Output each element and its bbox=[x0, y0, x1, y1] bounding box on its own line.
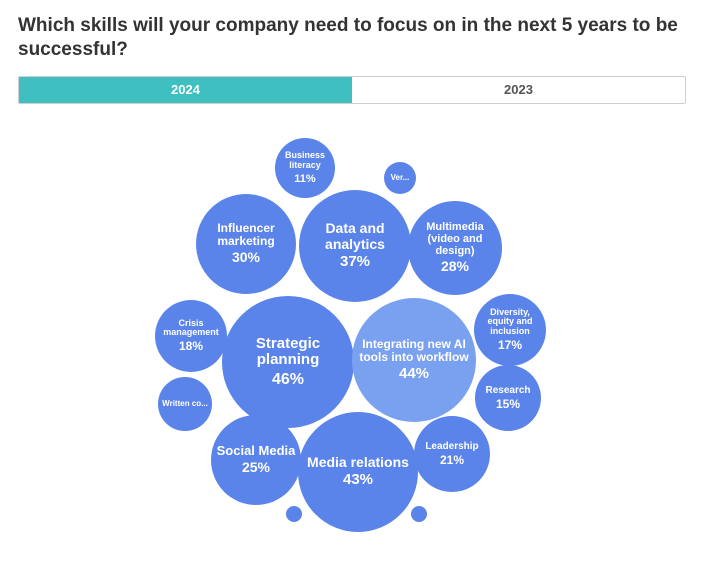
tab-2023[interactable]: 2023 bbox=[352, 77, 685, 103]
bubble-label: Business literacy bbox=[279, 151, 331, 171]
bubble-multimedia[interactable]: Multimedia (video and design) 28% bbox=[408, 201, 502, 295]
year-tabs: 2024 2023 bbox=[18, 76, 686, 104]
bubble-verbal[interactable]: Ver... bbox=[384, 162, 416, 194]
bubble-pct: 18% bbox=[179, 340, 203, 353]
bubble-dei[interactable]: Diversity, equity and inclusion17% bbox=[474, 294, 546, 366]
bubble-pct: 46% bbox=[272, 371, 304, 389]
bubble-label: Diversity, equity and inclusion bbox=[478, 308, 542, 338]
bubble-label: Strategic planning bbox=[226, 336, 350, 369]
bubble-chart: Strategic planning 46% Integrating new AI … bbox=[0, 122, 704, 566]
chart-title: Which skills will your company need to f… bbox=[18, 14, 686, 62]
bubble-influencer-marketing[interactable]: Influencer marketing 30% bbox=[196, 194, 296, 294]
bubble-media-relations[interactable]: Media relations 43% bbox=[298, 412, 418, 532]
bubble-label: Integrating new AI tools into workflow bbox=[356, 338, 472, 364]
bubble-pct: 25% bbox=[242, 460, 270, 475]
bubble-pct: 28% bbox=[441, 259, 469, 274]
bubble-label: Influencer marketing bbox=[200, 222, 292, 248]
bubble-research[interactable]: Research 15% bbox=[475, 365, 541, 431]
bubble-data-analytics[interactable]: Data and analytics 37% bbox=[299, 190, 411, 302]
bubble-label: Crisis management bbox=[159, 319, 223, 339]
bubble-social-media[interactable]: Social Media 25% bbox=[211, 415, 301, 505]
bubble-label: Leadership bbox=[425, 441, 478, 452]
bubble-dot2[interactable] bbox=[411, 506, 427, 522]
bubble-label: Media relations bbox=[307, 455, 409, 470]
bubble-label: Data and analytics bbox=[303, 221, 407, 252]
bubble-crisis-management[interactable]: Crisis management18% bbox=[155, 300, 227, 372]
bubble-pct: 11% bbox=[294, 173, 315, 185]
bubble-pct: 17% bbox=[498, 339, 522, 352]
bubble-label: Multimedia (video and design) bbox=[412, 221, 498, 257]
bubble-strategic-planning[interactable]: Strategic planning 46% bbox=[222, 296, 354, 428]
bubble-pct: 21% bbox=[440, 454, 464, 467]
bubble-dot1[interactable] bbox=[286, 506, 302, 522]
bubble-label: Research bbox=[485, 385, 530, 396]
bubble-pct: 37% bbox=[340, 254, 370, 271]
bubble-label: Ver... bbox=[391, 174, 410, 183]
bubble-leadership[interactable]: Leadership 21% bbox=[414, 416, 490, 492]
bubble-business-literacy[interactable]: Business literacy 11% bbox=[275, 138, 335, 198]
bubble-pct: 43% bbox=[343, 472, 373, 489]
bubble-integrating-ai[interactable]: Integrating new AI tools into workflow 44… bbox=[352, 298, 476, 422]
tab-2024[interactable]: 2024 bbox=[19, 77, 352, 103]
bubble-written[interactable]: Written co... bbox=[158, 377, 212, 431]
bubble-pct: 30% bbox=[232, 250, 260, 265]
bubble-pct: 15% bbox=[496, 398, 520, 411]
bubble-label: Social Media bbox=[217, 444, 296, 458]
bubble-label: Written co... bbox=[162, 400, 208, 409]
bubble-pct: 44% bbox=[399, 366, 429, 383]
